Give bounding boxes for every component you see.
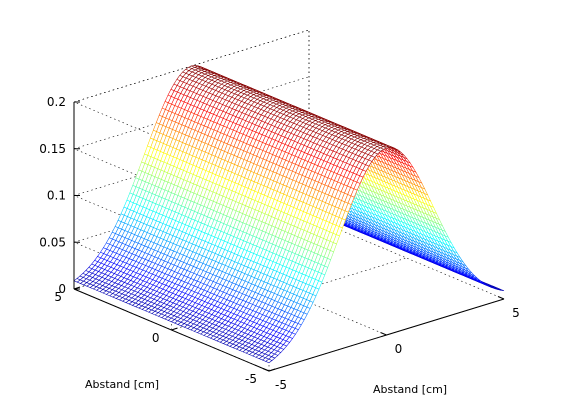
x-tick-label: 0 — [395, 342, 403, 356]
x-tick — [497, 296, 505, 300]
x-tick-label: -5 — [275, 378, 287, 392]
y-tick-label: 0 — [152, 331, 160, 345]
grid-line-left-z — [73, 195, 270, 278]
surface-layer — [73, 65, 505, 364]
y-tick — [268, 368, 276, 372]
x-tick-label: 5 — [512, 306, 520, 320]
z-tick-label: 0.1 — [47, 189, 66, 203]
z-tick-label: 0.2 — [47, 95, 66, 109]
grid-line-left-z — [73, 101, 270, 185]
grid-line-left-z — [73, 148, 270, 232]
y-tick — [171, 327, 178, 331]
y-axis-label: Abstand [cm] — [373, 383, 447, 396]
x-axis-label: Abstand [cm] — [85, 378, 159, 391]
z-tick-label: 0.05 — [39, 235, 66, 249]
z-tick-label: 0 — [58, 282, 66, 296]
x-tick — [262, 368, 270, 372]
z-tick-label: 0.15 — [39, 142, 66, 156]
y-tick-label: -5 — [245, 372, 257, 386]
x-tick — [380, 332, 387, 336]
